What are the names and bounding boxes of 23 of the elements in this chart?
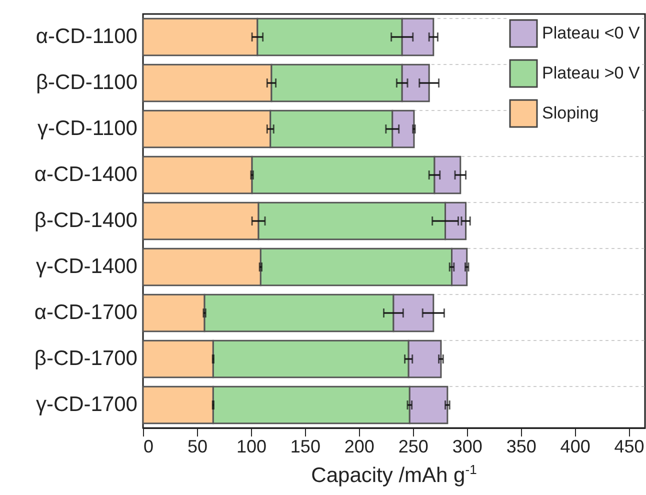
x-tick-label: 50 xyxy=(187,436,208,456)
y-tick-label: α-CD-1400 xyxy=(34,163,138,186)
x-tick-label: 300 xyxy=(452,436,482,456)
x-tick-label: 400 xyxy=(560,436,590,456)
x-tick-label: 150 xyxy=(290,436,320,456)
x-axis-title: Capacity /mAh g$^{-1}$ xyxy=(310,462,478,488)
x-tick-label: 100 xyxy=(236,436,266,456)
y-tick-label: α-CD-1100 xyxy=(36,25,138,48)
x-tick-label: 0 xyxy=(144,436,154,456)
legend-label: Plateau <0 V xyxy=(542,24,640,42)
legend-label: Plateau >0 V xyxy=(542,64,640,82)
y-tick-label: γ-CD-1700 xyxy=(36,393,138,416)
x-tick-label: 450 xyxy=(614,436,644,456)
y-tick-label: γ-CD-1100 xyxy=(38,117,138,140)
x-tick-label: 350 xyxy=(506,436,536,456)
y-tick-label: β-CD-1100 xyxy=(36,71,138,94)
y-tick-label: γ-CD-1400 xyxy=(36,255,138,278)
x-tick-label: 200 xyxy=(344,436,374,456)
y-tick-label: β-CD-1400 xyxy=(34,209,138,232)
legend-label: Sloping xyxy=(542,104,599,122)
y-tick-label: α-CD-1700 xyxy=(34,301,138,324)
y-tick-label: β-CD-1700 xyxy=(34,347,138,370)
x-tick-label: 250 xyxy=(398,436,428,456)
